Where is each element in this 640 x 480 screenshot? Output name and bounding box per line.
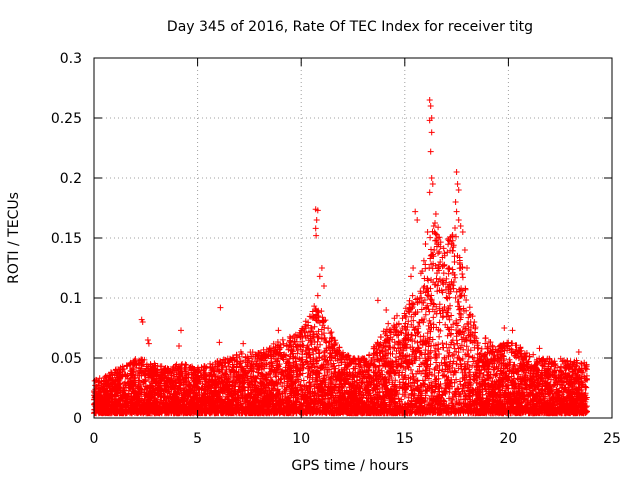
- chart-title: Day 345 of 2016, Rate Of TEC Index for r…: [167, 19, 533, 35]
- y-tick-label: 0.15: [51, 231, 82, 247]
- axis-ticks: [93, 57, 613, 419]
- x-tick-label: 10: [292, 431, 310, 447]
- data-points: [91, 97, 590, 417]
- y-tick-label: 0.25: [51, 111, 82, 127]
- x-tick-label: 5: [193, 431, 202, 447]
- x-tick-label: 15: [396, 431, 414, 447]
- y-tick-label: 0.05: [51, 351, 82, 367]
- x-tick-label: 25: [603, 431, 621, 447]
- x-tick-label: 0: [90, 431, 99, 447]
- roti-series-markers: [91, 97, 590, 417]
- x-axis-label: GPS time / hours: [291, 458, 408, 474]
- y-tick-label: 0.1: [60, 291, 82, 307]
- y-tick-label: 0: [73, 411, 82, 427]
- y-tick-label: 0.2: [60, 171, 82, 187]
- tick-labels: 0 5 10 15 20 25 0 0.05 0.1 0.15 0.2 0.25 0.3: [51, 51, 621, 447]
- y-tick-label: 0.3: [60, 51, 82, 67]
- x-tick-label: 20: [499, 431, 517, 447]
- y-axis-label: ROTI / TECUs: [6, 192, 22, 284]
